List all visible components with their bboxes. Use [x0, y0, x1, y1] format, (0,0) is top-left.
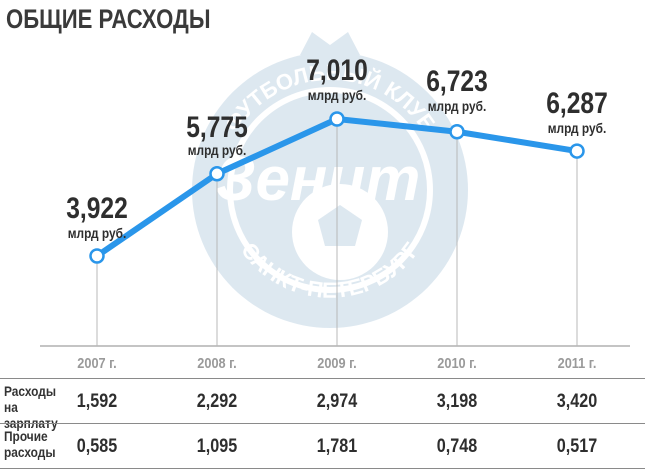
data-unit-label: млрд руб. — [308, 87, 367, 103]
table-cell: 3,420 — [556, 391, 598, 412]
row-label-line1: Расходы — [4, 383, 57, 399]
table-cell: 1,095 — [196, 436, 238, 457]
data-unit-label: млрд руб. — [428, 98, 487, 114]
table-row-other: Прочие расходы 0,585 1,095 1,781 0,748 0… — [0, 423, 645, 469]
watermark-logo-word: Зенит — [216, 145, 421, 214]
x-tick-label: 2011 г. — [558, 354, 597, 371]
table-cell: 1,592 — [76, 391, 118, 412]
data-unit-label: млрд руб. — [548, 120, 607, 136]
line-chart: ФУТБОЛЬНЫЙ КЛУБ САНКТ-ПЕТЕРБУРГ Зенит 3,… — [40, 32, 630, 371]
table-cell: 1,781 — [316, 436, 358, 457]
table-row-salary: Расходы на зарплату 1,592 2,292 2,974 3,… — [0, 378, 645, 431]
data-unit-label: млрд руб. — [188, 142, 247, 158]
table-cell: 2,292 — [196, 391, 238, 412]
x-tick-label: 2007 г. — [77, 354, 116, 371]
data-value-label: 6,287 — [546, 86, 608, 120]
expense-breakdown-table: Расходы на зарплату 1,592 2,292 2,974 3,… — [0, 378, 645, 469]
data-point — [569, 143, 585, 159]
row-label-other: Прочие расходы — [4, 428, 72, 460]
table-cell: 3,198 — [436, 391, 478, 412]
data-value-label: 6,723 — [426, 64, 488, 98]
data-point — [89, 248, 105, 264]
row-label-line2: расходы — [4, 444, 56, 460]
table-cell: 0,585 — [76, 436, 118, 457]
data-value-label: 7,010 — [306, 53, 368, 87]
table-cell: 2,974 — [316, 391, 358, 412]
x-tick-label: 2010 г. — [437, 354, 476, 371]
x-tick-label: 2009 г. — [317, 354, 356, 371]
table-cell: 0,748 — [436, 436, 478, 457]
x-tick-label: 2008 г. — [197, 354, 236, 371]
data-point — [209, 166, 225, 182]
table-cell: 0,517 — [556, 436, 598, 457]
row-label-line1: Прочие — [4, 428, 48, 444]
data-value-label: 3,922 — [66, 191, 128, 225]
chart-title: ОБЩИЕ РАСХОДЫ — [6, 4, 211, 34]
data-unit-label: млрд руб. — [68, 225, 127, 241]
data-point — [329, 111, 345, 127]
data-point — [449, 123, 465, 140]
data-value-label: 5,775 — [186, 110, 248, 144]
